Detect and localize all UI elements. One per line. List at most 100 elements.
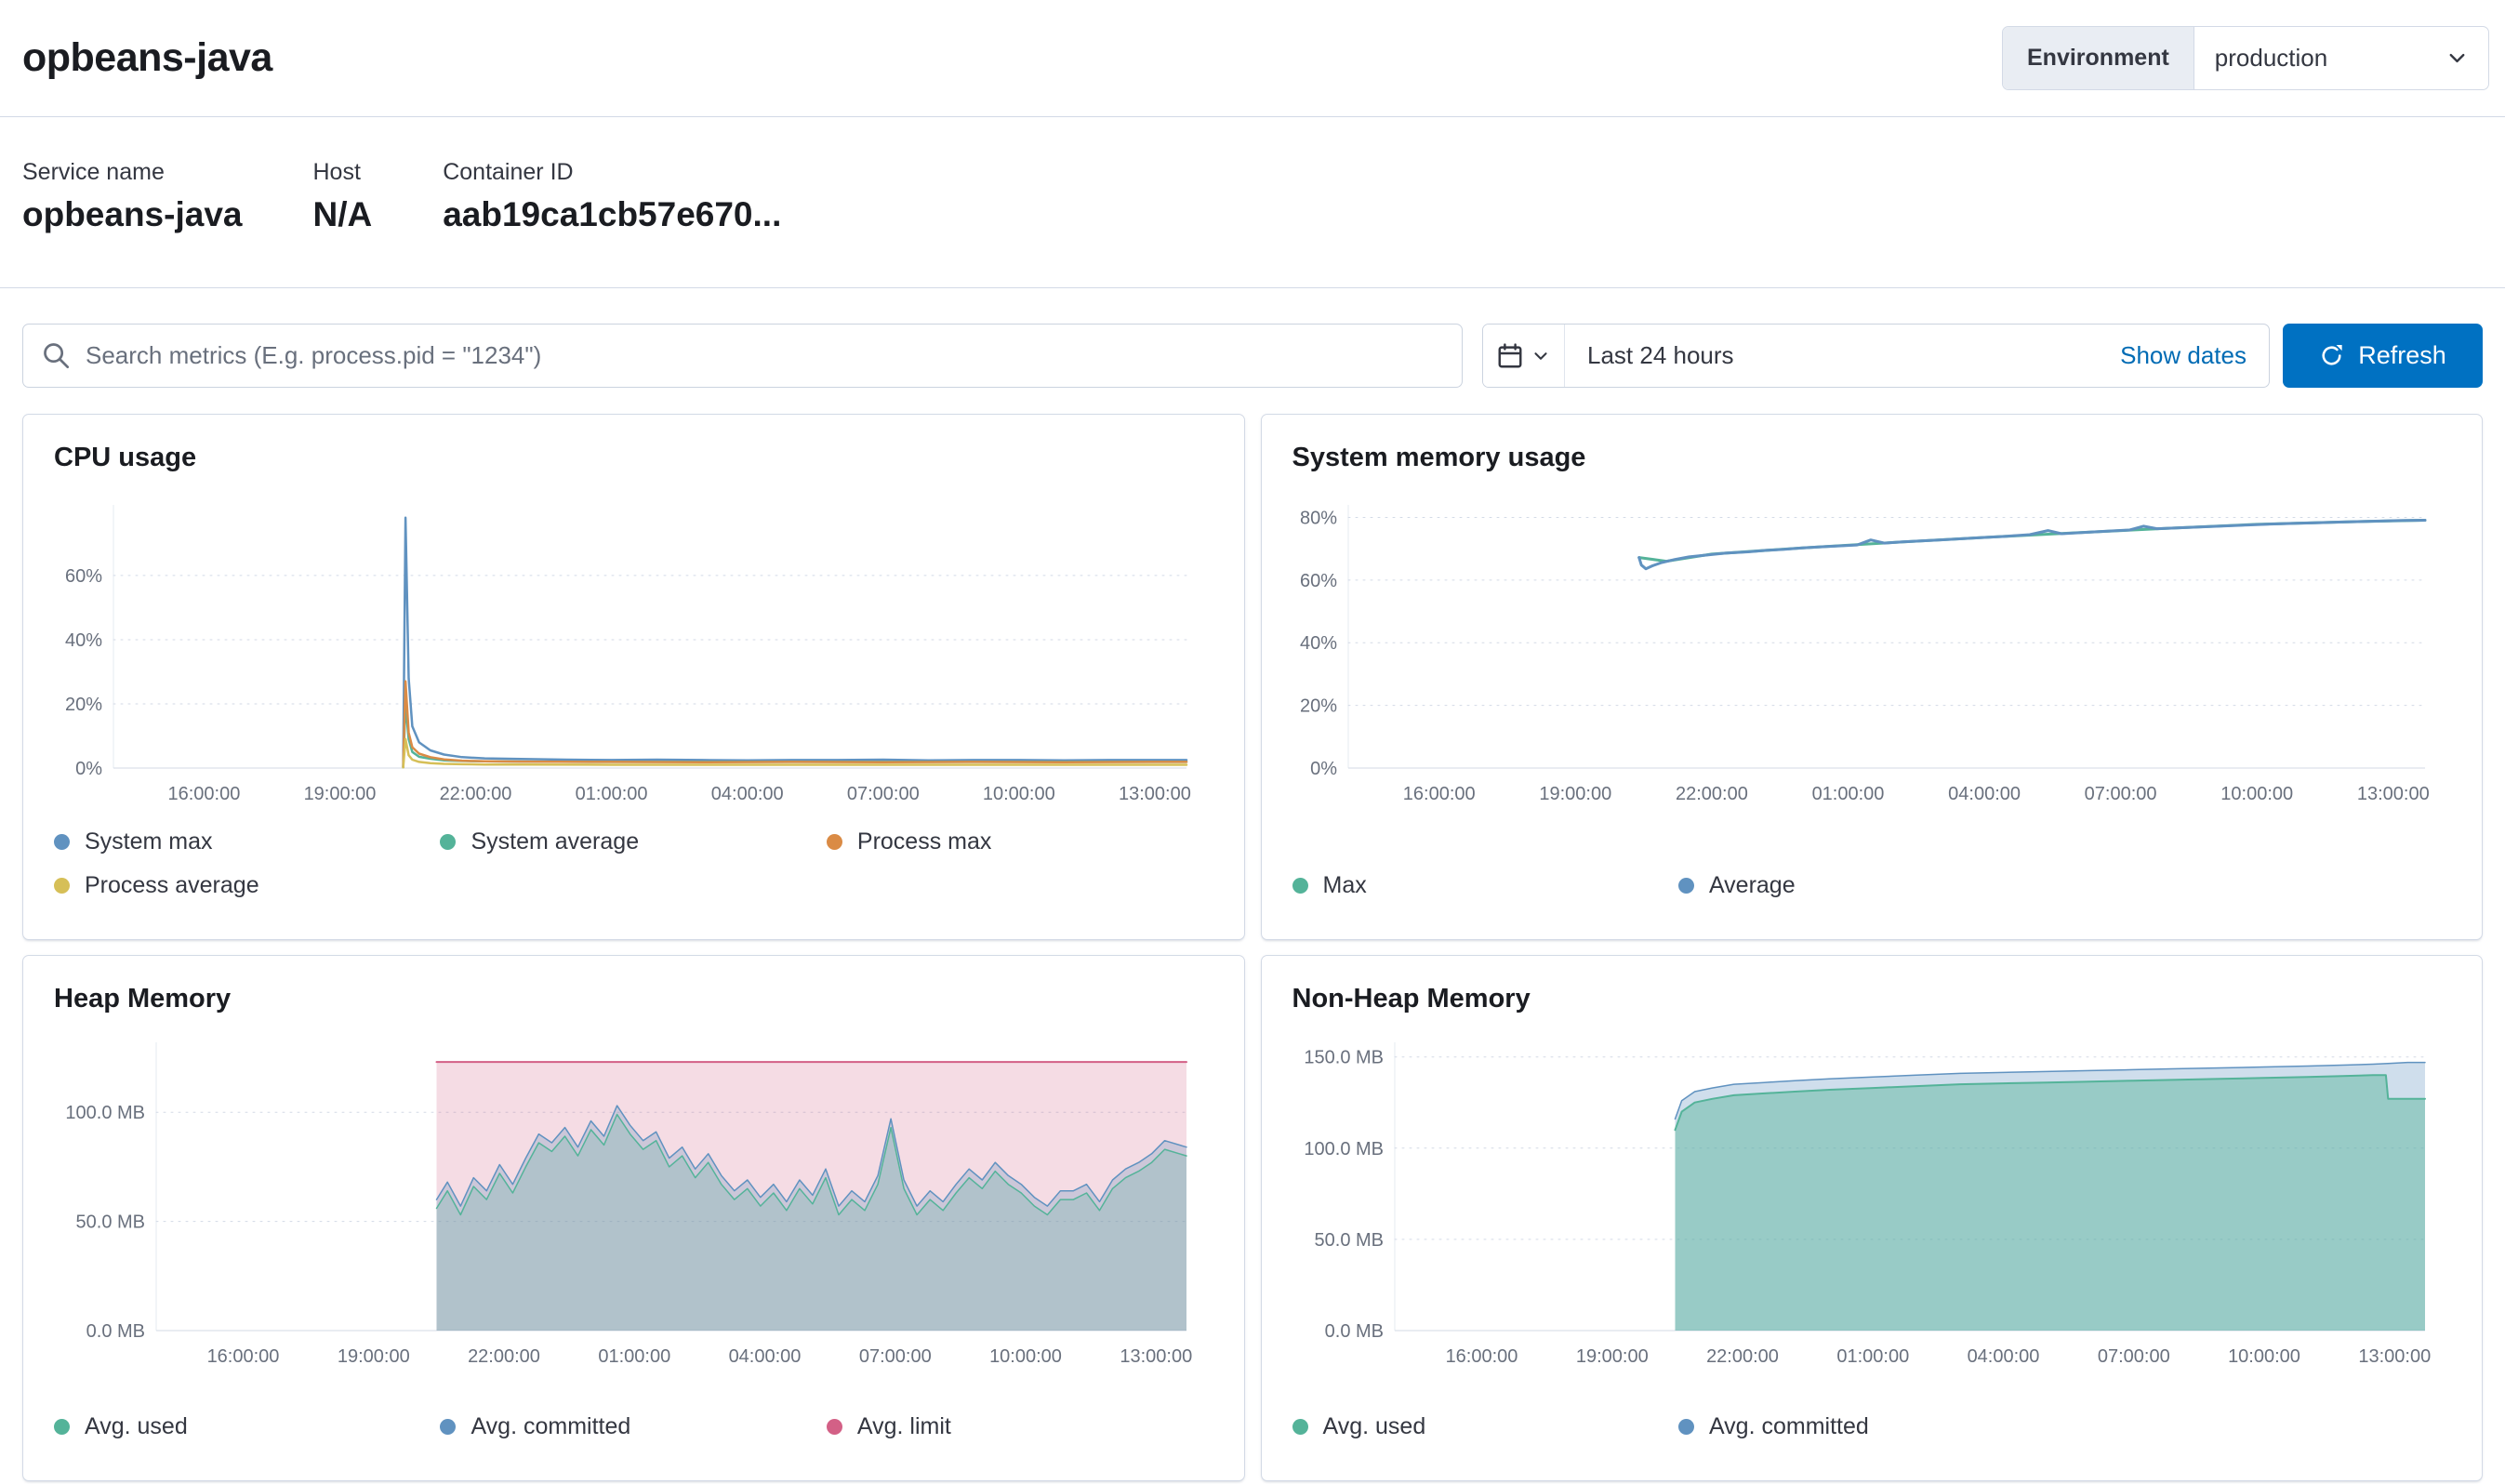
chart-title: Heap Memory [54, 984, 232, 1014]
refresh-button[interactable]: Refresh [2283, 324, 2483, 389]
cpu-usage-chart[interactable]: 0% 20% 40% 60% 16:00:00 19:00:00 22:00:00 01:00… [54, 492, 1214, 813]
meta-label: Service name [22, 159, 165, 185]
svg-text:01:00:00: 01:00:00 [576, 784, 648, 804]
meta-value: opbeans-java [22, 195, 243, 233]
svg-text:22:00:00: 22:00:00 [468, 1346, 540, 1367]
page-header: opbeans-java Environment production [0, 0, 2505, 117]
legend-item-process-average[interactable]: Process average [54, 864, 440, 908]
svg-text:07:00:00: 07:00:00 [2084, 784, 2156, 804]
environment-filter[interactable]: Environment production [2002, 26, 2489, 90]
svg-text:0%: 0% [1310, 759, 1337, 779]
svg-text:04:00:00: 04:00:00 [1948, 784, 2021, 804]
search-input[interactable] [86, 341, 1443, 371]
svg-text:60%: 60% [1299, 571, 1336, 591]
svg-text:20%: 20% [65, 695, 102, 715]
svg-text:19:00:00: 19:00:00 [1575, 1346, 1648, 1367]
svg-text:01:00:00: 01:00:00 [1836, 1346, 1909, 1367]
svg-text:16:00:00: 16:00:00 [1402, 784, 1475, 804]
svg-text:13:00:00: 13:00:00 [2358, 1346, 2431, 1367]
legend-dot [1677, 1419, 1694, 1436]
legend-label: Avg. limit [856, 1413, 951, 1440]
legend-label: Max [1322, 872, 1367, 899]
svg-text:100.0 MB: 100.0 MB [1304, 1139, 1384, 1159]
legend-item-avg-committed[interactable]: Avg. committed [440, 1405, 826, 1449]
legend-dot [1677, 878, 1694, 894]
legend-label: Average [1708, 872, 1796, 899]
legend-item-max[interactable]: Max [1292, 864, 1678, 908]
legend-item-system-max[interactable]: System max [54, 820, 440, 864]
svg-text:04:00:00: 04:00:00 [711, 784, 784, 804]
date-range-display[interactable]: Last 24 hours Show dates [1565, 325, 2269, 387]
legend-item-avg-used[interactable]: Avg. used [54, 1405, 440, 1449]
legend-dot [826, 834, 842, 851]
legend-dot [1292, 878, 1308, 894]
svg-text:20%: 20% [1299, 696, 1336, 717]
non-heap-memory-chart[interactable]: 0.0 MB 50.0 MB 100.0 MB 150.0 MB 16:00:00 19:… [1292, 1033, 2453, 1375]
svg-text:19:00:00: 19:00:00 [1539, 784, 1611, 804]
svg-text:0.0 MB: 0.0 MB [1324, 1321, 1383, 1342]
legend-item-avg-used[interactable]: Avg. used [1292, 1405, 1678, 1449]
svg-text:40%: 40% [65, 630, 102, 651]
svg-text:01:00:00: 01:00:00 [598, 1346, 670, 1367]
svg-text:04:00:00: 04:00:00 [1967, 1346, 2039, 1367]
legend-item-system-average[interactable]: System average [440, 820, 826, 864]
refresh-label: Refresh [2358, 341, 2446, 370]
svg-text:0.0 MB: 0.0 MB [86, 1321, 145, 1342]
legend-item-avg-committed[interactable]: Avg. committed [1677, 1405, 2064, 1449]
svg-text:07:00:00: 07:00:00 [859, 1346, 932, 1367]
svg-text:22:00:00: 22:00:00 [1706, 1346, 1779, 1367]
legend-label: Avg. used [1322, 1413, 1426, 1440]
meta-label: Host [312, 159, 361, 185]
chart-title: System memory usage [1292, 443, 1586, 473]
svg-text:16:00:00: 16:00:00 [1445, 1346, 1518, 1367]
svg-text:10:00:00: 10:00:00 [983, 784, 1055, 804]
meta-service-name: Service name opbeans-java [22, 158, 242, 235]
legend-item-avg-limit[interactable]: Avg. limit [826, 1405, 1213, 1449]
svg-text:50.0 MB: 50.0 MB [76, 1212, 145, 1233]
meta-label: Container ID [443, 159, 574, 185]
date-picker: Last 24 hours Show dates [1482, 324, 2270, 389]
calendar-icon [1498, 343, 1522, 368]
svg-text:16:00:00: 16:00:00 [207, 1346, 280, 1367]
legend-label: System max [85, 828, 213, 855]
legend-dot [440, 1419, 457, 1436]
legend-item-process-max[interactable]: Process max [826, 820, 1213, 864]
svg-text:80%: 80% [1299, 509, 1336, 529]
heap-memory-chart[interactable]: 0.0 MB 50.0 MB 100.0 MB 16:00:00 19:00:00 22:… [54, 1033, 1214, 1375]
legend-dot [1292, 1419, 1308, 1436]
panel-cpu-usage: CPU usage 0% 20% 40% 60% 16:00:00 19:00:00 22:… [22, 414, 1245, 941]
legend-label: Avg. committed [1708, 1413, 1869, 1440]
environment-select[interactable]: production [2194, 27, 2488, 89]
legend-dot [826, 1419, 842, 1436]
svg-text:50.0 MB: 50.0 MB [1314, 1230, 1383, 1251]
chart-legend: Avg. used Avg. committed [1292, 1405, 2452, 1449]
svg-text:10:00:00: 10:00:00 [989, 1346, 1062, 1367]
meta-host: Host N/A [312, 158, 372, 235]
metrics-charts-grid: CPU usage 0% 20% 40% 60% 16:00:00 19:00:00 22:… [22, 414, 2483, 1482]
svg-text:22:00:00: 22:00:00 [1675, 784, 1747, 804]
chart-legend: Avg. used Avg. committed Avg. limit [54, 1405, 1213, 1449]
legend-item-average[interactable]: Average [1677, 864, 2064, 908]
svg-text:04:00:00: 04:00:00 [729, 1346, 802, 1367]
svg-text:22:00:00: 22:00:00 [440, 784, 512, 804]
metrics-toolbar: Last 24 hours Show dates Refresh [22, 324, 2483, 389]
svg-text:07:00:00: 07:00:00 [847, 784, 920, 804]
chart-legend: System max System average Process max Proce… [54, 820, 1213, 908]
quick-select-button[interactable] [1483, 325, 1565, 388]
chevron-down-icon [1534, 352, 1547, 360]
time-range-value: Last 24 hours [1587, 341, 1734, 370]
legend-dot [440, 834, 457, 851]
svg-text:150.0 MB: 150.0 MB [1304, 1048, 1384, 1068]
environment-filter-label: Environment [2003, 27, 2194, 89]
chart-title: CPU usage [54, 443, 197, 473]
panel-heap-memory: Heap Memory 0.0 MB 50.0 MB 100.0 MB 16:00:0… [22, 955, 1245, 1482]
environment-selected-value: production [2214, 44, 2328, 72]
svg-text:01:00:00: 01:00:00 [1811, 784, 1884, 804]
search-box[interactable] [22, 324, 1463, 389]
system-memory-usage-chart[interactable]: 0% 20% 40% 60% 80% 16:00:00 19:00:00 22:00:00 01… [1292, 492, 2453, 813]
show-dates-link[interactable]: Show dates [2120, 341, 2247, 370]
svg-text:16:00:00: 16:00:00 [167, 784, 240, 804]
svg-text:19:00:00: 19:00:00 [338, 1346, 410, 1367]
svg-text:10:00:00: 10:00:00 [2220, 784, 2293, 804]
legend-label: Process max [856, 828, 992, 855]
